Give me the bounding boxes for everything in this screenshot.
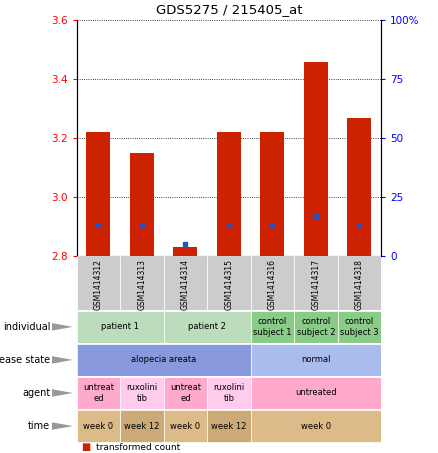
Bar	[164, 256, 207, 310]
Bar	[207, 377, 251, 409]
Text: week 0: week 0	[83, 422, 113, 430]
Text: control
subject 1: control subject 1	[253, 317, 292, 337]
Bar	[260, 132, 284, 256]
Text: untreated: untreated	[295, 389, 337, 397]
Text: agent: agent	[22, 388, 50, 398]
Text: ruxolini
tib: ruxolini tib	[126, 383, 158, 403]
Polygon shape	[52, 323, 73, 331]
Text: GSM1414317: GSM1414317	[311, 259, 320, 310]
Text: patient 1: patient 1	[101, 323, 139, 331]
Text: transformed count: transformed count	[96, 443, 180, 452]
Bar	[217, 132, 241, 256]
Text: untreat
ed: untreat ed	[83, 383, 114, 403]
Bar	[173, 247, 198, 256]
Text: week 0: week 0	[170, 422, 201, 430]
Text: alopecia areata: alopecia areata	[131, 356, 196, 364]
Bar	[338, 311, 381, 343]
Bar	[120, 377, 164, 409]
Polygon shape	[52, 356, 73, 364]
Text: GSM1414315: GSM1414315	[224, 259, 233, 310]
Text: patient 2: patient 2	[188, 323, 226, 331]
Text: GSM1414313: GSM1414313	[138, 259, 146, 310]
Text: week 12: week 12	[124, 422, 159, 430]
Bar	[77, 410, 120, 442]
Bar	[77, 344, 251, 376]
Bar	[77, 311, 164, 343]
Bar	[77, 256, 120, 310]
Bar	[251, 377, 381, 409]
Text: control
subject 2: control subject 2	[297, 317, 335, 337]
Bar	[120, 410, 164, 442]
Bar	[251, 311, 294, 343]
Polygon shape	[52, 422, 73, 430]
Text: disease state: disease state	[0, 355, 50, 365]
Text: normal: normal	[301, 356, 331, 364]
Text: week 0: week 0	[301, 422, 331, 430]
Bar	[338, 256, 381, 310]
Bar	[164, 311, 251, 343]
Text: week 12: week 12	[211, 422, 247, 430]
Text: control
subject 3: control subject 3	[340, 317, 378, 337]
Text: GSM1414316: GSM1414316	[268, 259, 277, 310]
Text: GSM1414314: GSM1414314	[181, 259, 190, 310]
Bar	[164, 377, 207, 409]
Text: ruxolini
tib: ruxolini tib	[213, 383, 244, 403]
Text: individual: individual	[3, 322, 50, 332]
Text: time: time	[28, 421, 50, 431]
Bar	[251, 410, 381, 442]
Polygon shape	[52, 389, 73, 397]
Text: GSM1414318: GSM1414318	[355, 259, 364, 309]
Text: GSM1414312: GSM1414312	[94, 259, 103, 309]
Bar	[347, 118, 371, 256]
Text: ■: ■	[81, 442, 90, 452]
Bar	[251, 256, 294, 310]
Bar	[294, 311, 338, 343]
Bar	[77, 377, 120, 409]
Bar	[207, 256, 251, 310]
Bar	[120, 256, 164, 310]
Bar	[304, 62, 328, 256]
Title: GDS5275 / 215405_at: GDS5275 / 215405_at	[155, 4, 302, 16]
Bar	[164, 410, 207, 442]
Bar	[294, 256, 338, 310]
Bar	[130, 153, 154, 256]
Bar	[207, 410, 251, 442]
Bar	[86, 132, 110, 256]
Bar	[251, 344, 381, 376]
Text: untreat
ed: untreat ed	[170, 383, 201, 403]
